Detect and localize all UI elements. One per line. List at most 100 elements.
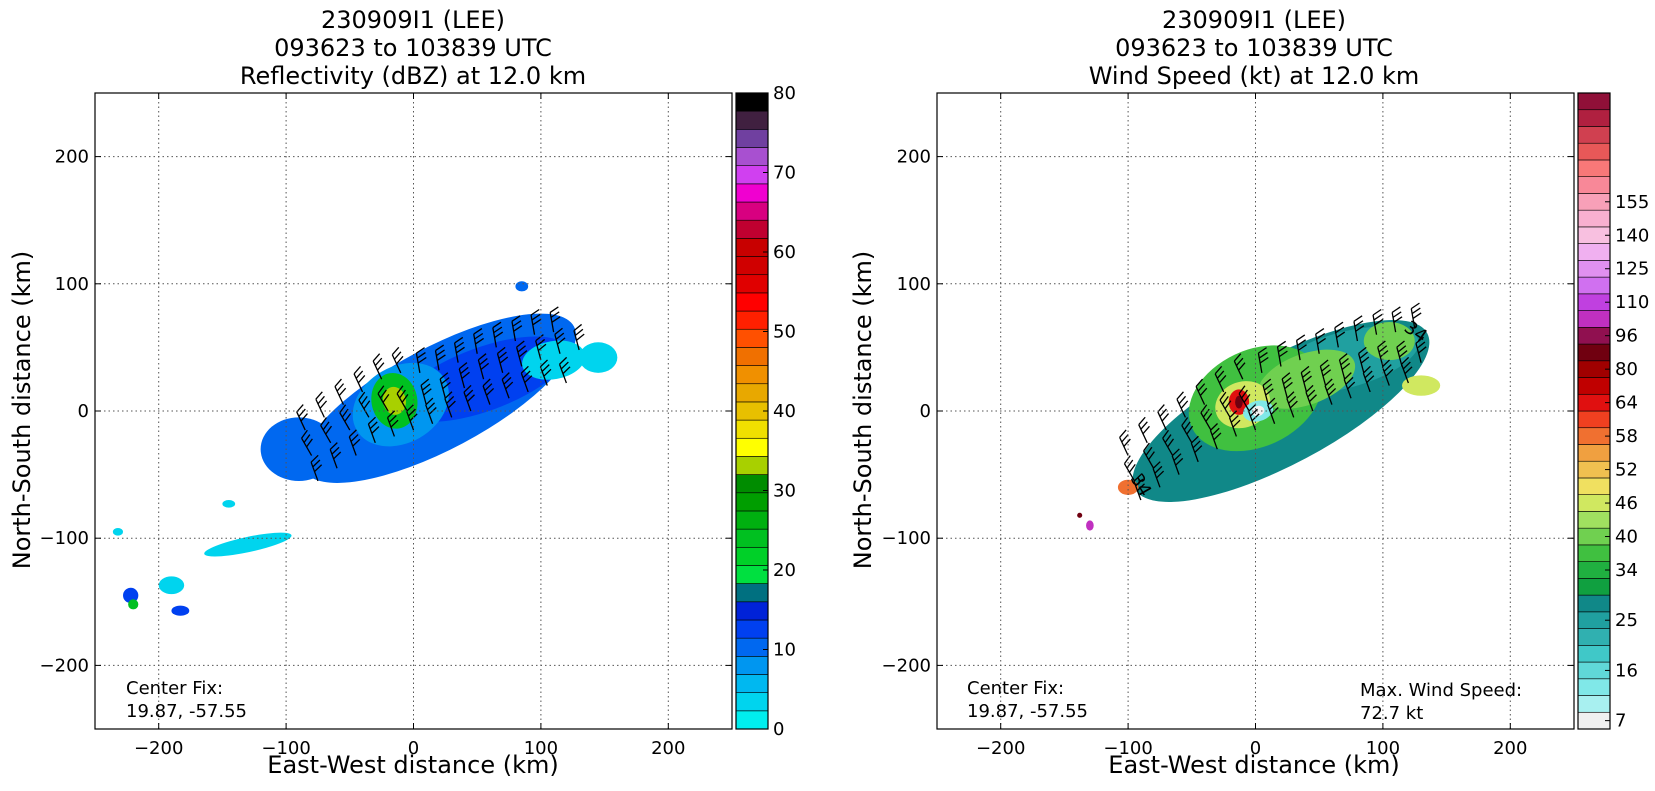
y-tick-label: 100 bbox=[55, 274, 89, 295]
echo-region bbox=[1402, 375, 1441, 396]
wind-barb bbox=[1353, 315, 1365, 342]
colorbar-tick-label: 0 bbox=[773, 719, 784, 740]
colorbar-segment bbox=[1577, 310, 1611, 328]
wind-barb bbox=[1228, 410, 1241, 437]
colorbar-segment bbox=[735, 456, 769, 475]
colorbar-segment bbox=[735, 365, 769, 385]
colorbar-segment bbox=[735, 147, 769, 166]
colorbar-tick-label: 110 bbox=[1615, 292, 1649, 313]
panel-title-line-2: 093623 to 103839 UTC bbox=[274, 34, 552, 62]
colorbar-segment bbox=[735, 92, 769, 112]
x-tick-label: 0 bbox=[1250, 738, 1261, 759]
colorbar-tick-label: 40 bbox=[773, 401, 796, 422]
colorbar-tick-label: 34 bbox=[1615, 560, 1638, 581]
wind-barb bbox=[1233, 353, 1246, 380]
colorbar-segment bbox=[735, 292, 769, 312]
colorbar-segment bbox=[735, 656, 769, 675]
wind-barb bbox=[425, 397, 437, 424]
wind-barb bbox=[415, 347, 427, 373]
colorbar-tick-label: 52 bbox=[1615, 460, 1638, 481]
wind-barb bbox=[1381, 359, 1394, 386]
x-tick-label: −200 bbox=[134, 738, 183, 759]
wind-barb bbox=[420, 378, 432, 405]
wind-barb bbox=[1334, 321, 1346, 348]
wind-barb bbox=[1391, 306, 1403, 333]
colorbar-segment bbox=[735, 601, 769, 621]
wind-barb bbox=[1281, 372, 1293, 399]
y-tick-label: 200 bbox=[897, 147, 931, 168]
wind-barb bbox=[1143, 442, 1155, 469]
wind-barb bbox=[549, 306, 561, 333]
colorbar-tick-label: 58 bbox=[1615, 426, 1638, 447]
colorbar-segment bbox=[1577, 695, 1611, 713]
colorbar-segment bbox=[735, 347, 769, 366]
wind-barb bbox=[453, 336, 465, 363]
wind-barbs bbox=[1119, 302, 1427, 501]
colorbar-segment bbox=[735, 674, 769, 693]
echo-region bbox=[123, 587, 139, 604]
colorbar-segment bbox=[735, 238, 769, 257]
wind-barb bbox=[1372, 308, 1384, 335]
x-tick-label: 200 bbox=[1493, 738, 1527, 759]
wind-barb bbox=[315, 391, 328, 418]
colorbar-segment bbox=[735, 619, 769, 639]
echo-region bbox=[515, 281, 529, 292]
colorbar-tick-label: 70 bbox=[773, 163, 796, 184]
x-tick-label: −100 bbox=[261, 738, 310, 759]
colorbar-tick-label: 50 bbox=[773, 322, 796, 343]
wind-barb bbox=[1396, 340, 1408, 367]
colorbar-segment bbox=[735, 637, 769, 657]
colorbar-segment bbox=[735, 183, 769, 203]
colorbar-segment bbox=[735, 201, 769, 221]
colorbar-tick-label: 125 bbox=[1615, 259, 1649, 280]
wind-barb bbox=[482, 378, 495, 405]
colorbar-tick-label: 7 bbox=[1615, 711, 1626, 732]
wind-barb bbox=[348, 429, 361, 456]
reflectivity-field bbox=[112, 281, 618, 616]
max-wind-label: Max. Wind Speed: bbox=[1360, 680, 1522, 701]
colorbar-segment bbox=[735, 274, 769, 294]
wind-barb bbox=[320, 417, 333, 444]
colorbar-tick-label: 155 bbox=[1615, 192, 1649, 213]
colorbar-segment bbox=[1577, 243, 1611, 261]
wind-barb bbox=[334, 378, 347, 405]
wind-barb bbox=[496, 346, 509, 374]
colorbar-frame bbox=[1577, 92, 1611, 730]
y-tick-label: −100 bbox=[882, 528, 931, 549]
colorbar-segment bbox=[1577, 377, 1611, 395]
colorbar-segment bbox=[1577, 511, 1611, 529]
x-tick-label: −100 bbox=[1103, 738, 1152, 759]
echo-region bbox=[1086, 520, 1094, 531]
colorbar-segment bbox=[1577, 477, 1611, 495]
colorbar-segment bbox=[735, 310, 769, 330]
wind-barb bbox=[372, 353, 385, 380]
wind-barb bbox=[1190, 435, 1203, 463]
x-tick-label: 200 bbox=[651, 738, 685, 759]
colorbar-segment bbox=[735, 256, 769, 276]
echo-region bbox=[1117, 479, 1139, 495]
axis-ticks: −200 −100 0 100 200 −200 −100 0 100 200 bbox=[882, 93, 1574, 759]
x-axis-label: East-West distance (km) bbox=[1108, 751, 1399, 779]
wind-barb bbox=[1357, 346, 1370, 374]
wind-barb bbox=[1300, 365, 1312, 393]
center-fix-label: Center Fix: bbox=[126, 678, 223, 699]
y-tick-label: 0 bbox=[78, 401, 89, 422]
colorbar-tick-label: 140 bbox=[1615, 225, 1649, 246]
axis-ticks: −200 −100 0 100 200 −200 −100 0 100 200 bbox=[40, 93, 732, 759]
colorbar-segment bbox=[1577, 92, 1611, 111]
x-axis-label: East-West distance (km) bbox=[267, 751, 558, 779]
echo-region bbox=[260, 417, 338, 481]
y-axis-label: North-South distance (km) bbox=[849, 251, 877, 570]
wind-barb bbox=[1181, 417, 1194, 444]
colorbar-segment bbox=[1577, 159, 1611, 177]
colorbar-segment bbox=[1577, 126, 1611, 144]
colorbar-tick-label: 16 bbox=[1615, 660, 1638, 681]
colorbar-tick-label: 25 bbox=[1615, 610, 1638, 631]
colorbar-segment bbox=[735, 528, 769, 548]
colorbar-segment bbox=[1577, 544, 1611, 562]
wind-barb bbox=[301, 429, 313, 456]
colorbar-segment bbox=[1577, 678, 1611, 696]
wind-barb bbox=[434, 344, 446, 371]
wind-barb bbox=[501, 372, 514, 399]
wind-barb bbox=[458, 362, 470, 389]
